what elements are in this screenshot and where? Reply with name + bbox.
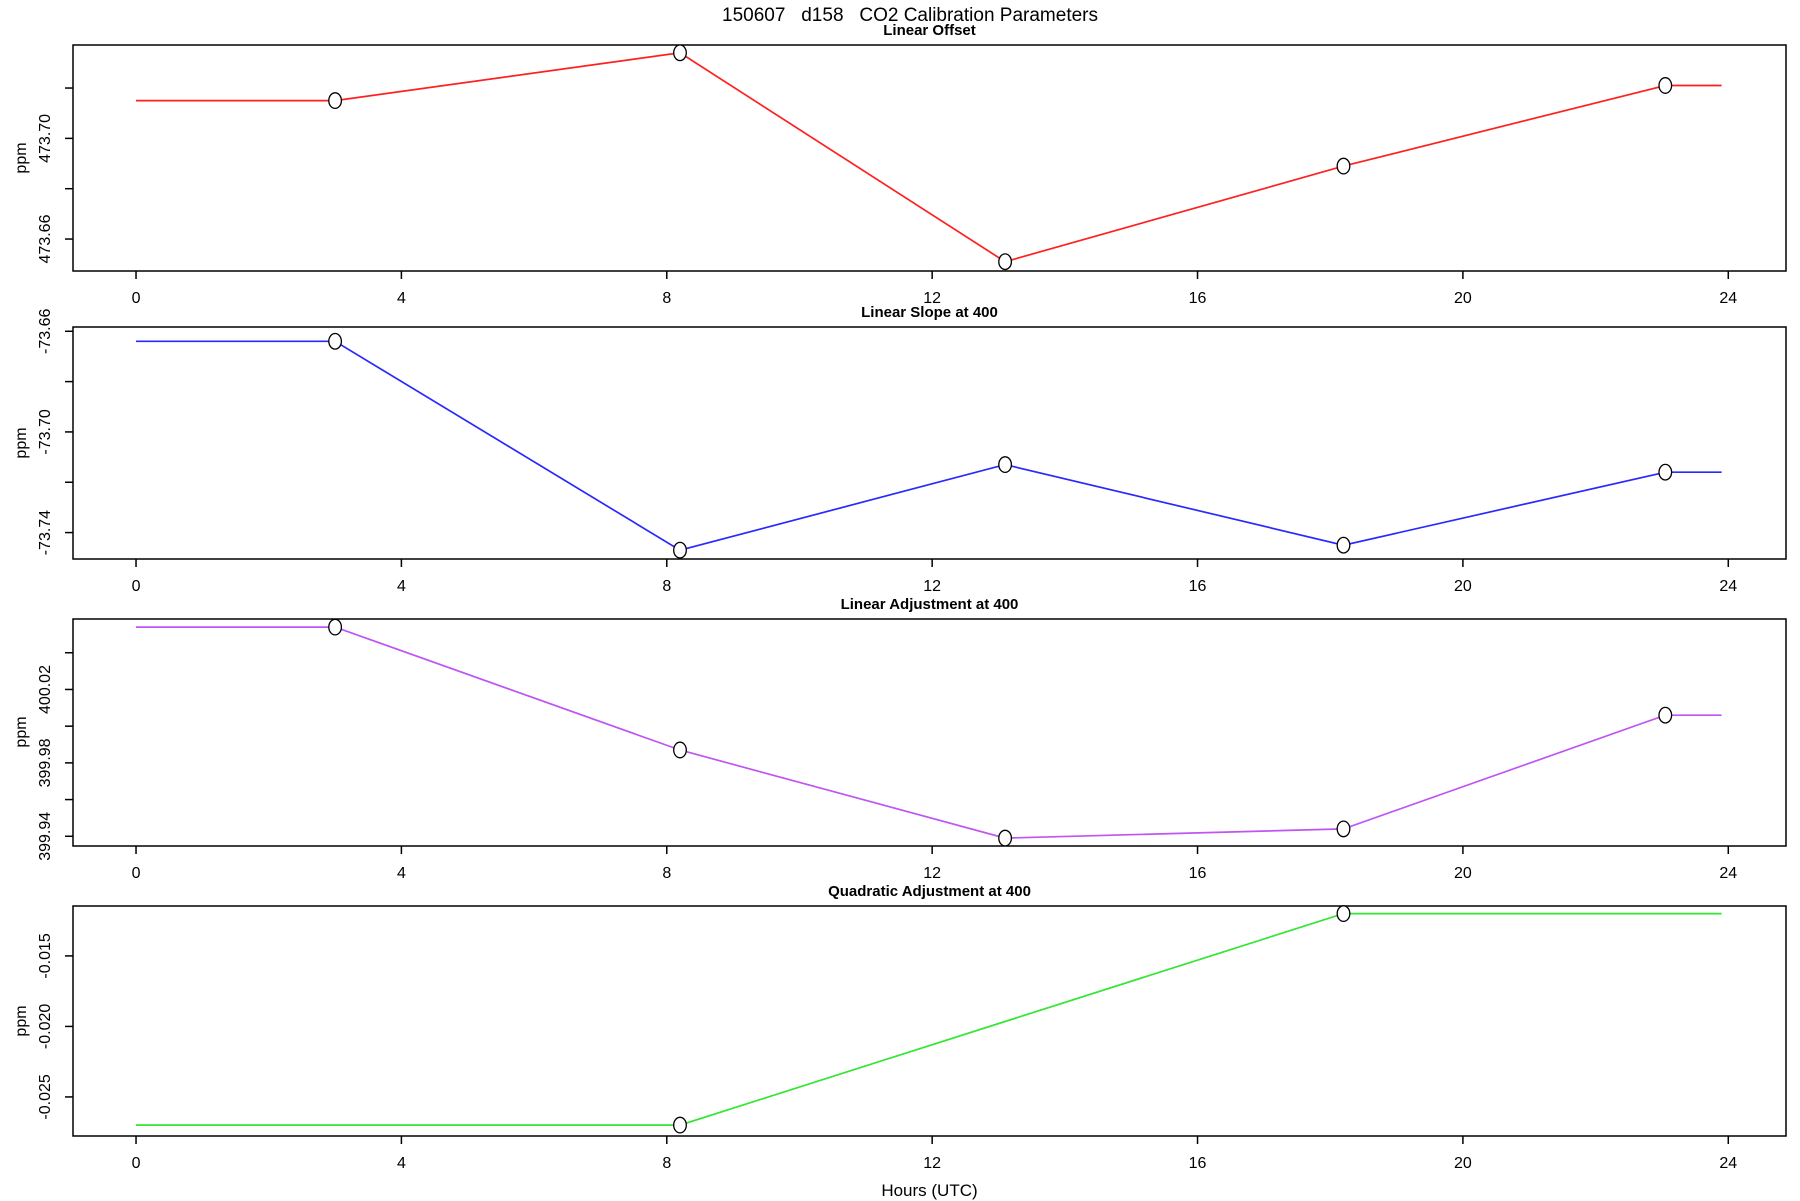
y-tick-label: 399.94 (37, 812, 54, 861)
data-point-marker (673, 1116, 687, 1134)
x-tick-label: 24 (1719, 1155, 1737, 1172)
panel-box-2 (72, 326, 1787, 560)
x-tick-label: 20 (1454, 1155, 1472, 1172)
y-tick-label: -73.70 (37, 409, 54, 454)
y-tick-label: 473.70 (37, 114, 54, 163)
data-point-marker (328, 618, 343, 636)
x-axis-title: Hours (UTC) (881, 1181, 978, 1200)
x-tick-label: 16 (1189, 290, 1207, 307)
series-line-panel-3 (136, 626, 1722, 839)
panel-box-4 (72, 905, 1787, 1137)
data-point-marker (1658, 77, 1673, 94)
data-point-marker (998, 456, 1013, 474)
x-tick-label: 12 (923, 1155, 941, 1172)
panel-title-linear-adjustment: Linear Adjustment at 400 (840, 596, 1019, 613)
panel-title-linear-offset: Linear Offset (883, 22, 976, 39)
x-tick-label: 12 (923, 865, 941, 882)
page-title: 150607 d158 CO2 Calibration Parameters (722, 5, 1098, 26)
x-tick-label: 20 (1454, 865, 1472, 882)
data-point-marker (1336, 820, 1351, 838)
data-point-marker (1658, 463, 1673, 481)
x-tick-label: 0 (132, 578, 141, 595)
x-tick-label: 16 (1189, 865, 1207, 882)
x-tick-label: 24 (1719, 290, 1737, 307)
data-point-marker (328, 92, 343, 110)
y-tick-label: -0.025 (37, 1074, 54, 1119)
x-tick-label: 12 (923, 290, 941, 307)
x-tick-label: 8 (662, 290, 671, 307)
y-tick-label: 473.66 (37, 214, 54, 263)
panel-box-1 (72, 44, 1787, 272)
x-tick-label: 4 (397, 290, 406, 307)
series-line-panel-2 (136, 340, 1722, 552)
y-tick-label: -73.74 (37, 510, 54, 555)
data-point-marker (328, 332, 343, 350)
panel-title-linear-slope: Linear Slope at 400 (861, 304, 998, 321)
data-point-marker (998, 829, 1013, 847)
data-point-marker (1336, 536, 1351, 554)
x-tick-label: 8 (662, 865, 671, 882)
data-point-marker (1658, 706, 1673, 724)
panel-title-quadratic-adjustment: Quadratic Adjustment at 400 (828, 883, 1031, 900)
x-tick-label: 8 (662, 1155, 671, 1172)
y-tick-label: 399.98 (37, 738, 54, 787)
y-tick-label: -0.020 (37, 1004, 54, 1049)
x-tick-label: 4 (397, 865, 406, 882)
x-tick-label: 0 (132, 1155, 141, 1172)
data-point-marker (1336, 905, 1351, 923)
panel-box-3 (72, 618, 1787, 847)
series-line-panel-4 (136, 912, 1722, 1126)
x-tick-label: 0 (132, 290, 141, 307)
x-tick-label: 24 (1719, 865, 1737, 882)
x-tick-label: 4 (397, 578, 406, 595)
x-tick-label: 20 (1454, 578, 1472, 595)
data-point-marker (673, 44, 687, 62)
x-tick-label: 12 (923, 578, 941, 595)
x-tick-label: 0 (132, 865, 141, 882)
y-tick-label: -0.015 (37, 933, 54, 978)
x-tick-label: 20 (1454, 290, 1472, 307)
series-line-panel-1 (136, 51, 1722, 263)
x-tick-label: 8 (662, 578, 671, 595)
data-point-marker (1336, 157, 1351, 175)
x-tick-label: 4 (397, 1155, 406, 1172)
y-tick-label: 400.02 (37, 665, 54, 714)
data-point-marker (673, 741, 687, 759)
x-tick-label: 16 (1189, 1155, 1207, 1172)
data-point-marker (673, 541, 687, 559)
data-point-marker (998, 253, 1013, 271)
x-tick-label: 16 (1189, 578, 1207, 595)
x-tick-label: 24 (1719, 578, 1737, 595)
y-tick-label: -73.66 (37, 309, 54, 354)
